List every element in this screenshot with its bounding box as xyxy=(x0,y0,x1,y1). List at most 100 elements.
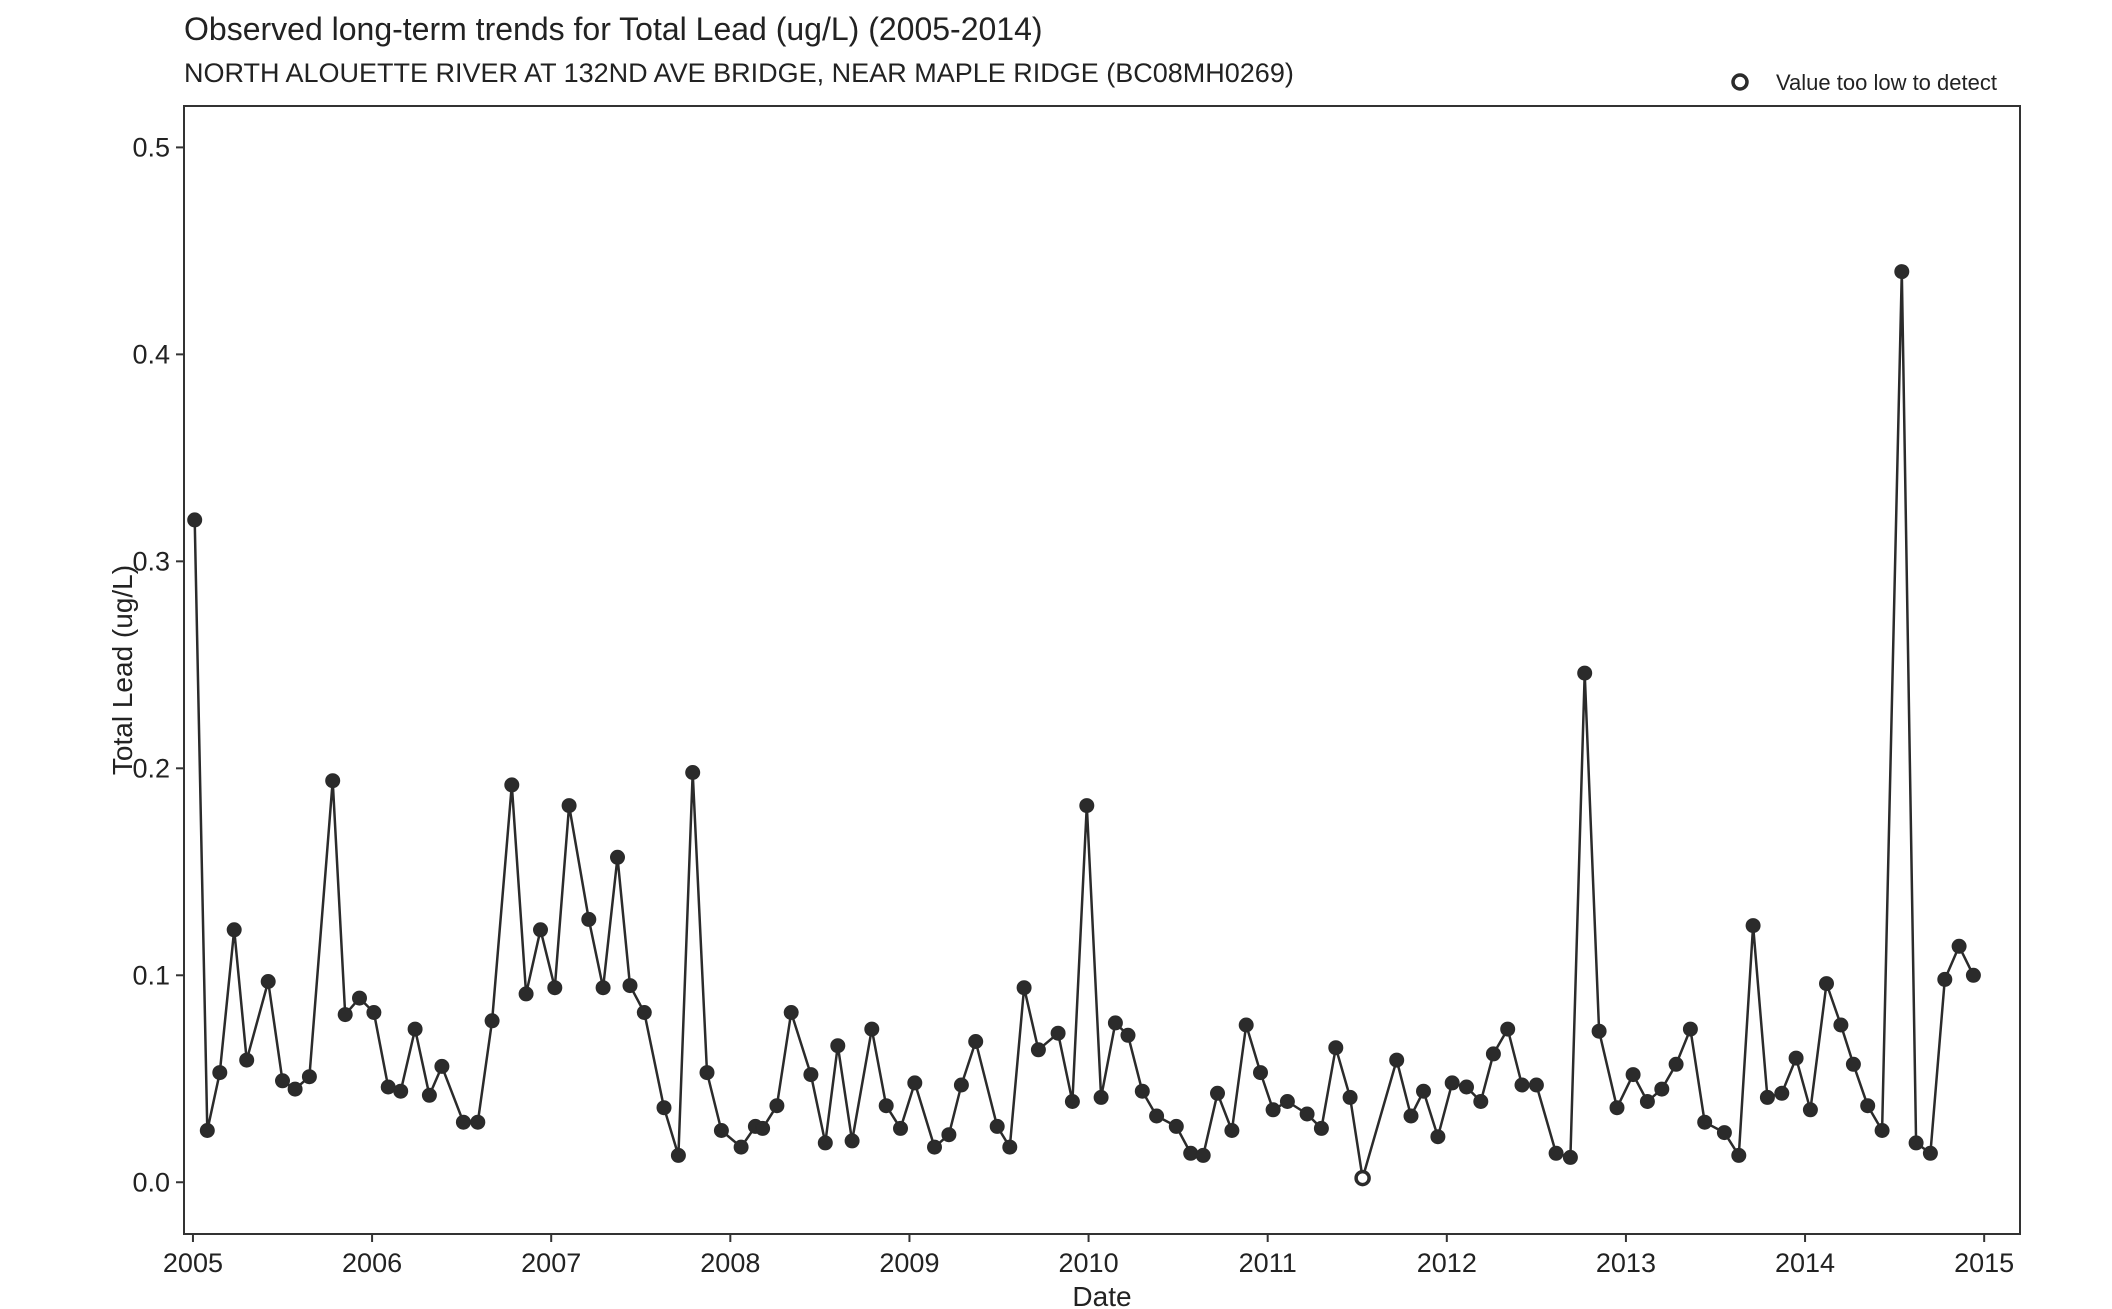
data-point xyxy=(1342,1089,1358,1105)
data-point xyxy=(1874,1123,1890,1138)
data-point xyxy=(187,512,203,528)
data-point xyxy=(1265,1102,1281,1118)
data-point xyxy=(199,1123,215,1138)
data-point xyxy=(212,1065,228,1081)
data-point xyxy=(226,922,242,938)
data-point xyxy=(1279,1094,1295,1109)
chart-title: Observed long-term trends for Total Lead… xyxy=(184,11,1043,47)
data-point xyxy=(239,1052,255,1068)
data-point xyxy=(1697,1114,1713,1130)
y-tick-label: 0.1 xyxy=(132,960,170,990)
data-point xyxy=(1562,1149,1578,1165)
data-point xyxy=(783,1005,799,1020)
x-axis: 2005 2006 2007 2008 2009 2010 2011 2012 2013 2014… xyxy=(163,1234,2014,1278)
data-point xyxy=(518,986,534,1002)
x-tick-label: 2010 xyxy=(1059,1248,1119,1278)
data-point xyxy=(636,1005,652,1020)
data-point xyxy=(864,1021,880,1037)
data-point xyxy=(1951,938,1967,954)
data-point xyxy=(953,1077,969,1093)
data-point xyxy=(337,1007,353,1023)
y-tick-label: 0.0 xyxy=(132,1167,170,1197)
series-line xyxy=(193,270,1975,1180)
data-point xyxy=(1459,1079,1474,1095)
data-point xyxy=(1819,976,1834,992)
data-point xyxy=(1625,1067,1641,1083)
data-point xyxy=(1064,1094,1080,1109)
data-point xyxy=(927,1139,942,1155)
data-point xyxy=(1759,1089,1775,1105)
data-point xyxy=(1430,1129,1446,1145)
data-point xyxy=(1210,1085,1225,1101)
legend-label-below-detection: Value too low to detect xyxy=(1776,70,1997,95)
data-point xyxy=(1788,1050,1804,1066)
data-point xyxy=(844,1133,860,1149)
x-tick-label: 2006 xyxy=(342,1248,402,1278)
data-point xyxy=(1802,1102,1818,1118)
data-point xyxy=(1731,1147,1747,1163)
data-point xyxy=(878,1098,894,1114)
data-point xyxy=(1050,1025,1066,1041)
data-point xyxy=(352,990,367,1006)
data-point xyxy=(1716,1125,1732,1141)
y-tick-label: 0.3 xyxy=(132,546,170,576)
data-point xyxy=(1937,971,1953,987)
data-point xyxy=(1002,1139,1018,1155)
data-point xyxy=(1149,1108,1165,1124)
data-point xyxy=(1609,1100,1625,1116)
data-point xyxy=(1894,264,1910,280)
legend: Value too low to detect xyxy=(1731,70,1997,95)
data-point xyxy=(275,1073,290,1089)
y-tick-label: 0.5 xyxy=(132,132,170,162)
data-point xyxy=(1093,1089,1109,1105)
data-point xyxy=(581,911,597,927)
x-tick-label: 2008 xyxy=(700,1248,760,1278)
data-point xyxy=(1168,1118,1184,1134)
data-point xyxy=(1120,1027,1136,1043)
legend-open-circle-icon xyxy=(1731,73,1749,91)
data-point xyxy=(1639,1094,1655,1109)
data-point xyxy=(561,798,577,814)
data-point-below-detection xyxy=(1354,1169,1371,1187)
data-point xyxy=(1183,1145,1199,1161)
data-point xyxy=(1654,1081,1670,1097)
x-tick-label: 2013 xyxy=(1596,1248,1656,1278)
data-point xyxy=(1682,1021,1698,1037)
data-point xyxy=(595,980,611,996)
data-point xyxy=(1908,1135,1924,1151)
data-point xyxy=(755,1120,771,1136)
data-point xyxy=(1591,1023,1607,1039)
data-point xyxy=(1224,1123,1240,1138)
data-point xyxy=(533,922,548,938)
data-point xyxy=(699,1065,715,1081)
data-point xyxy=(1833,1017,1849,1033)
data-point xyxy=(1577,665,1593,681)
y-tick-label: 0.2 xyxy=(132,753,170,783)
data-point xyxy=(1745,918,1761,934)
data-point xyxy=(484,1013,500,1029)
data-point xyxy=(1845,1056,1861,1072)
x-tick-label: 2005 xyxy=(163,1248,223,1278)
plot-frame xyxy=(183,105,2021,1235)
data-point xyxy=(1416,1083,1431,1099)
data-point xyxy=(325,773,341,789)
data-point xyxy=(941,1127,957,1143)
data-point xyxy=(1238,1017,1254,1033)
data-point xyxy=(393,1083,409,1099)
data-point xyxy=(1444,1075,1460,1091)
data-point xyxy=(1313,1120,1329,1136)
data-point xyxy=(455,1114,471,1130)
data-point xyxy=(1922,1145,1938,1161)
data-point xyxy=(1253,1065,1268,1081)
data-point xyxy=(1195,1147,1211,1163)
y-axis-label: Total Lead (ug/L) xyxy=(107,565,138,775)
data-point xyxy=(1860,1098,1876,1114)
data-point xyxy=(907,1075,923,1091)
data-point xyxy=(1030,1042,1046,1058)
data-point xyxy=(1514,1077,1530,1093)
data-point xyxy=(504,777,520,793)
data-point xyxy=(830,1038,846,1054)
data-point xyxy=(287,1081,303,1097)
chart-subtitle: NORTH ALOUETTE RIVER AT 132ND AVE BRIDGE… xyxy=(184,58,1294,88)
